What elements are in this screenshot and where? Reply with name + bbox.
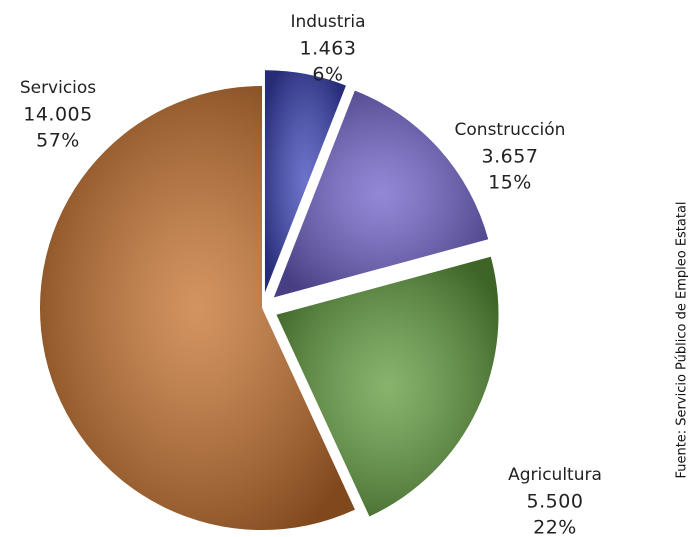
slice-shade [273,90,489,298]
percent-label: 6% [312,64,343,86]
percent-label: 22% [533,517,577,537]
slice-shade [264,70,346,293]
value-label: 1.463 [300,38,357,60]
category-label: Construcción [455,120,566,140]
percent-label: 15% [488,172,532,194]
percent-label: 57% [36,130,80,152]
category-label: Industria [290,12,365,32]
value-label: 3.657 [482,146,539,168]
value-label: 14.005 [23,104,92,126]
slice-shade [40,86,355,530]
pie [40,70,499,530]
source-note: Fuente: Servicio Público de Empleo Estat… [675,201,688,478]
category-label: Servicios [20,78,96,98]
labels: Industria 1.463 6% Construcción 3.657 15% Agri… [20,12,602,537]
value-label: 5.500 [527,491,584,513]
category-label: Agricultura [508,465,602,485]
slice-shade [276,256,499,517]
